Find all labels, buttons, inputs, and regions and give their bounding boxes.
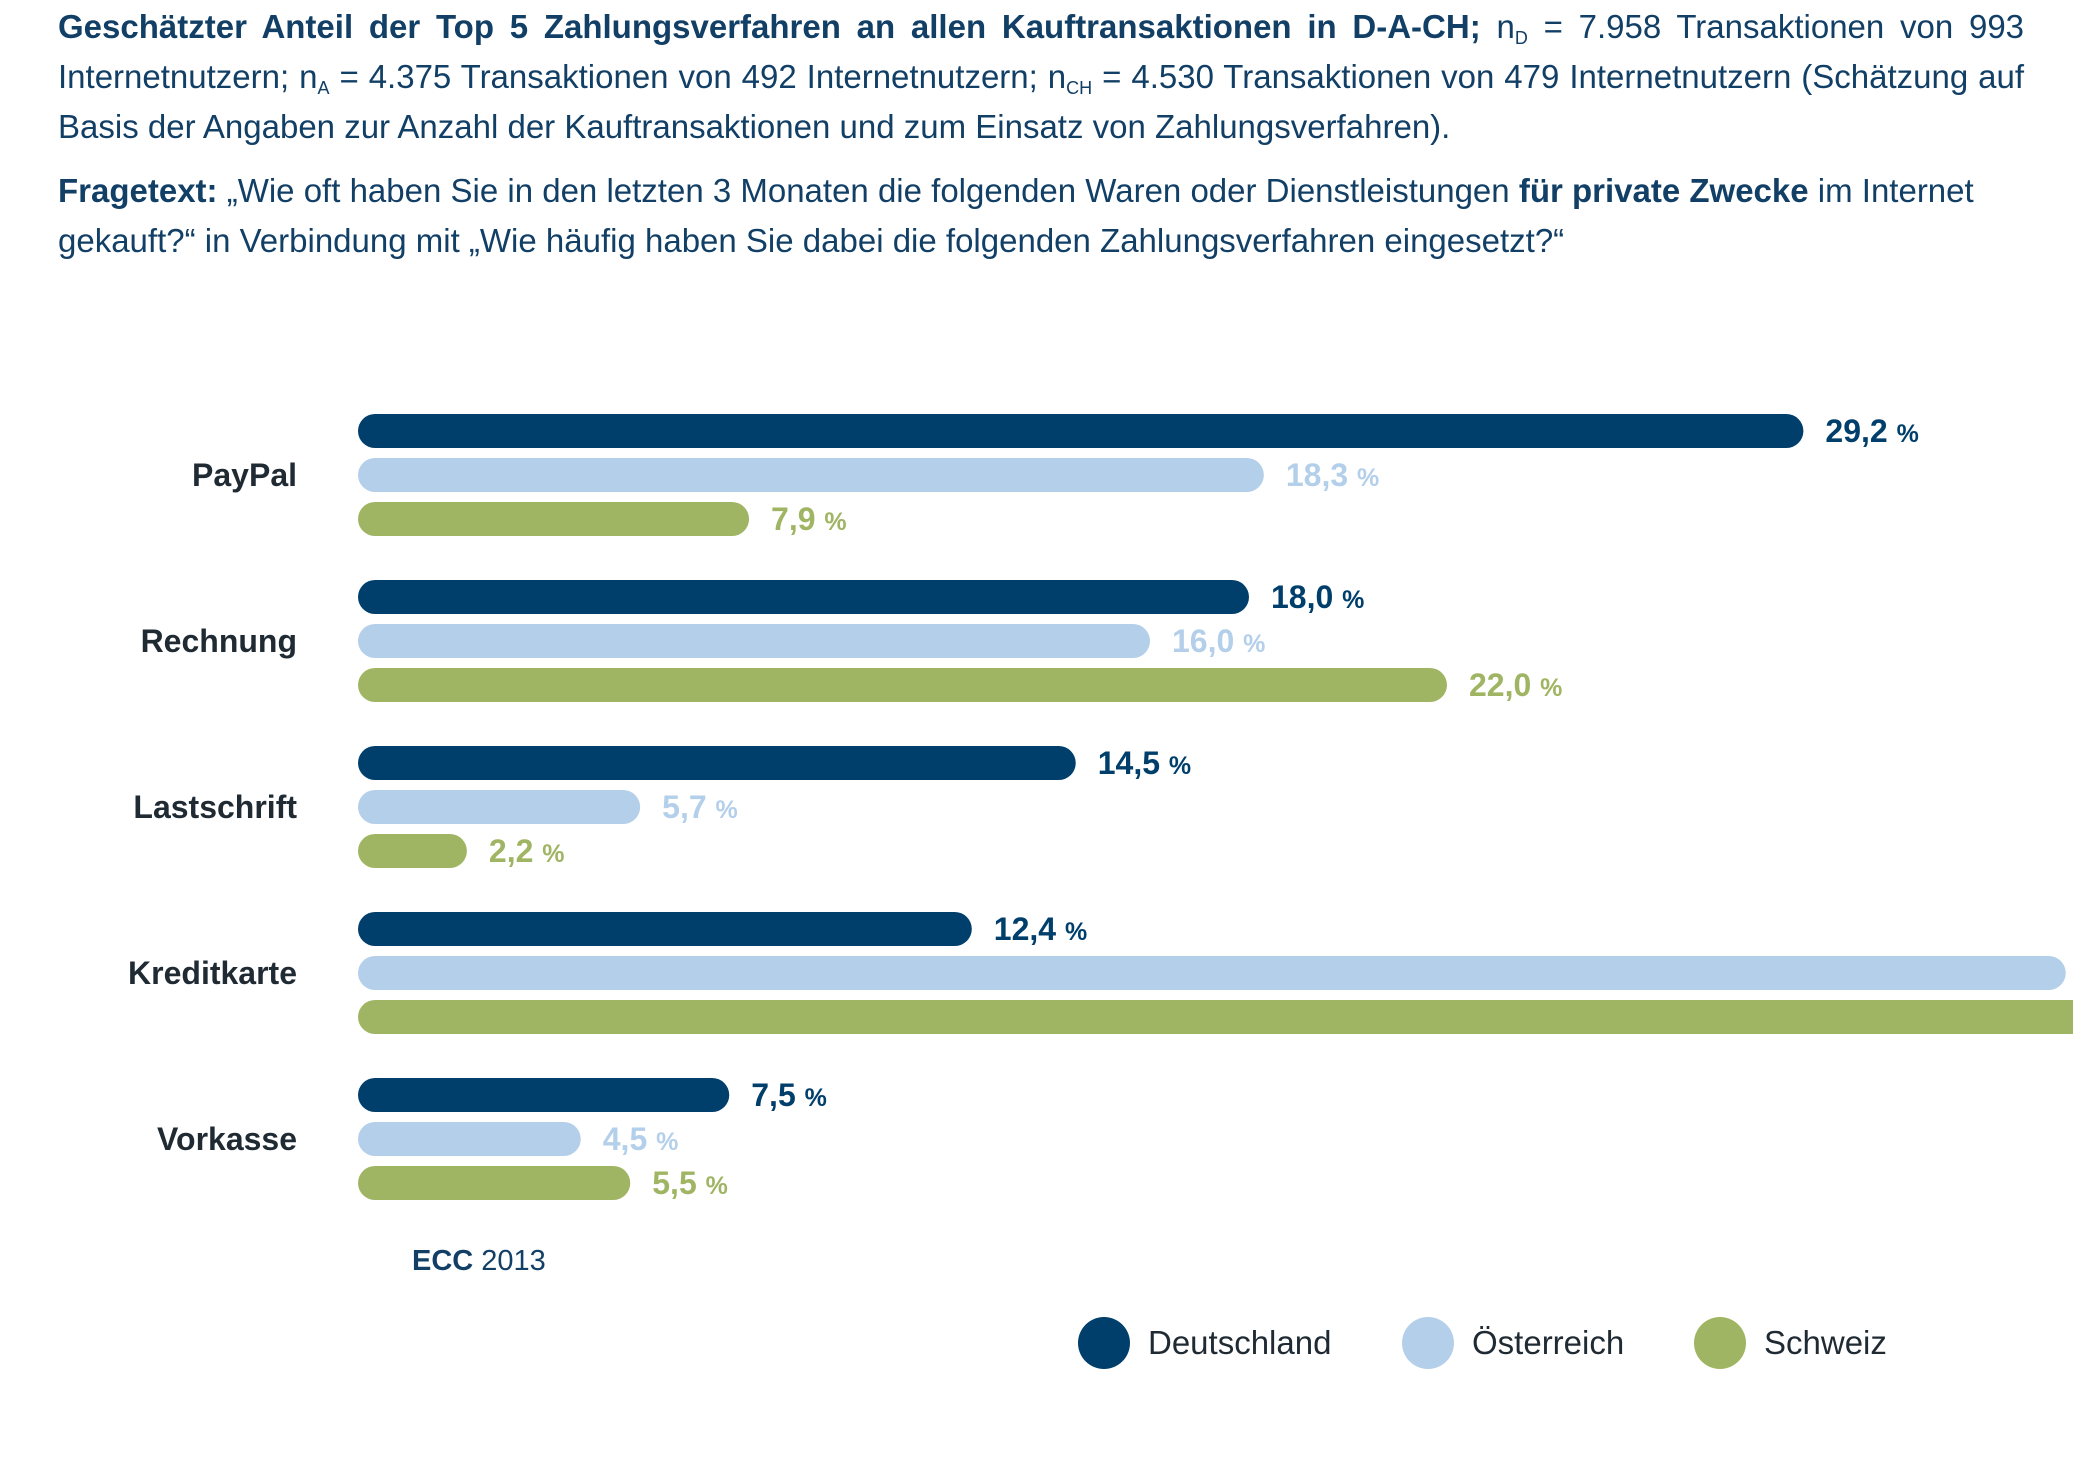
bar-lastschrift-schweiz — [358, 834, 467, 868]
question-label: Fragetext: — [58, 172, 218, 209]
question-bold: für private Zwecke — [1518, 172, 1809, 209]
bar-vorkasse-schweiz — [358, 1166, 631, 1200]
n-oesterreich-text: = 4.375 Transaktionen von 492 Internetnu… — [339, 58, 1038, 95]
data-label-lastschrift-oesterreich: 5,7 % — [662, 789, 738, 825]
bar-paypal-schweiz — [358, 502, 750, 536]
category-label-paypal: PayPal — [192, 457, 297, 493]
n-deutschland: nD — [1496, 8, 1528, 48]
category-label-vorkasse: Vorkasse — [157, 1121, 297, 1157]
legend-item-deutschland: Deutschland — [1078, 1308, 1331, 1378]
legend-item-oesterreich: Österreich — [1402, 1308, 1624, 1378]
n-schweiz: nCH — [1047, 58, 1093, 98]
legend-swatch — [1402, 1317, 1454, 1369]
legend: Deutschland Österreich Schweiz — [1078, 1308, 1978, 1378]
category-label-kreditkarte: Kreditkarte — [128, 955, 297, 991]
data-label-vorkasse-oesterreich: 4,5 % — [603, 1121, 679, 1157]
legend-swatch — [1694, 1317, 1746, 1369]
title-bold: Geschätzter Anteil der Top 5 Zahlungsver… — [58, 8, 1481, 45]
data-label-rechnung-oesterreich: 16,0 % — [1172, 623, 1265, 659]
category-label-rechnung: Rechnung — [141, 623, 297, 659]
source-note: ECC 2013 — [412, 1245, 546, 1277]
chart-title: Geschätzter Anteil der Top 5 Zahlungsver… — [58, 2, 2024, 152]
question-part1: „Wie oft haben Sie in den letzten 3 Mona… — [226, 172, 1510, 209]
legend-label: Schweiz — [1764, 1324, 1887, 1361]
legend-label: Deutschland — [1148, 1324, 1332, 1361]
data-label-paypal-schweiz: 7,9 % — [771, 501, 847, 537]
question-text: Fragetext: „Wie oft haben Sie in den let… — [58, 166, 2024, 266]
bar-lastschrift-deutschland — [358, 746, 1076, 780]
bar-lastschrift-oesterreich — [358, 790, 641, 824]
bar-paypal-oesterreich — [358, 458, 1264, 492]
data-label-kreditkarte-deutschland: 12,4 % — [994, 911, 1087, 947]
bar-rechnung-deutschland — [358, 580, 1249, 614]
data-label-lastschrift-deutschland: 14,5 % — [1098, 745, 1191, 781]
legend-item-schweiz: Schweiz — [1694, 1308, 1887, 1378]
data-label-paypal-deutschland: 29,2 % — [1825, 413, 1918, 449]
bar-vorkasse-deutschland — [358, 1078, 730, 1112]
data-label-rechnung-deutschland: 18,0 % — [1271, 579, 1364, 615]
bar-rechnung-schweiz — [358, 668, 1447, 702]
data-label-vorkasse-deutschland: 7,5 % — [751, 1077, 827, 1113]
n-schweiz-text: = 4.530 Transaktionen von 479 Internetnu… — [58, 58, 2025, 145]
bar-vorkasse-oesterreich — [358, 1122, 581, 1156]
legend-swatch — [1078, 1317, 1130, 1369]
n-deutschland-text: = 7.958 Transaktionen von 993 Internetnu… — [58, 8, 2025, 95]
chart-header: Geschätzter Anteil der Top 5 Zahlungsver… — [58, 2, 2024, 266]
bar-paypal-deutschland — [358, 414, 1804, 448]
bar-chart: PayPal 29,2 % 18,3 % 7,9 % Rechnung 18,0 %16,… — [128, 413, 2073, 1277]
data-label-lastschrift-schweiz: 2,2 % — [489, 833, 565, 869]
bar-rechnung-oesterreich — [358, 624, 1150, 658]
data-label-paypal-oesterreich: 18,3 % — [1286, 457, 1379, 493]
question-part2: im Internet gekauft?“ in Verbindung mit … — [58, 172, 1974, 259]
bar-kreditkarte-oesterreich — [358, 956, 2066, 990]
data-label-vorkasse-schweiz: 5,5 % — [652, 1165, 728, 1201]
legend-label: Österreich — [1472, 1324, 1625, 1361]
bar-kreditkarte-schweiz — [358, 1000, 2073, 1034]
data-label-rechnung-schweiz: 22,0 % — [1469, 667, 1562, 703]
n-oesterreich: nA — [299, 58, 330, 98]
category-label-lastschrift: Lastschrift — [133, 789, 297, 825]
bar-kreditkarte-deutschland — [358, 912, 972, 946]
